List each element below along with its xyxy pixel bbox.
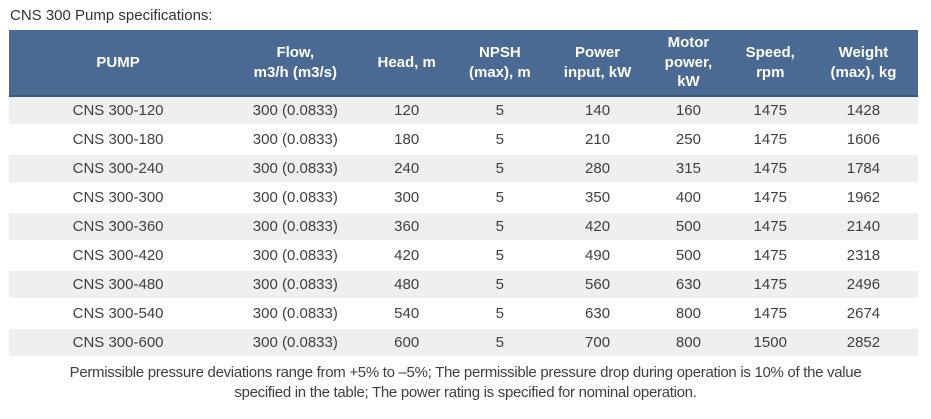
cell-head: 540 [363,298,450,328]
pump-spec-table: PUMP Flow, m3/h (m3/s) Head, m NPSH (max… [9,30,918,356]
cell-pump: CNS 300-240 [9,153,228,183]
cell-speed: 1475 [731,182,809,212]
column-header-weight: Weight (max), kg [808,30,918,97]
footnote: Permissible pressure deviations range fr… [0,363,931,403]
cell-speed: 1475 [731,153,809,183]
column-header-speed: Speed, rpm [731,30,809,97]
cell-npsh: 5 [449,211,550,241]
cell-head: 600 [363,327,450,356]
table-row: CNS 300-120 300 (0.0833) 120 5 140 160 1475 142… [9,95,918,125]
cell-head: 420 [363,240,450,270]
cell-weight: 2674 [808,298,918,328]
cell-pump: CNS 300-540 [9,298,228,328]
cell-npsh: 5 [449,327,550,356]
cell-npsh: 5 [449,124,550,154]
cell-flow: 300 (0.0833) [227,269,364,299]
cell-npsh: 5 [449,269,550,299]
cell-weight: 1428 [808,95,918,125]
cell-speed: 1475 [731,124,809,154]
table-row: CNS 300-600 300 (0.0833) 600 5 700 800 1500 285… [9,327,918,356]
cell-motor_power: 500 [645,240,732,270]
column-header-head: Head, m [363,30,450,97]
cell-power_input: 280 [549,153,646,183]
cell-head: 480 [363,269,450,299]
cell-pump: CNS 300-480 [9,269,228,299]
column-header-pump: PUMP [9,30,228,97]
cell-power_input: 700 [549,327,646,356]
cell-speed: 1475 [731,211,809,241]
table-row: CNS 300-180 300 (0.0833) 180 5 210 250 1475 160… [9,124,918,154]
table-header-row: PUMP Flow, m3/h (m3/s) Head, m NPSH (max… [9,30,918,97]
cell-npsh: 5 [449,298,550,328]
cell-speed: 1475 [731,240,809,270]
cell-motor_power: 800 [645,298,732,328]
table-row: CNS 300-420 300 (0.0833) 420 5 490 500 1475 231… [9,240,918,270]
cell-flow: 300 (0.0833) [227,240,364,270]
cell-weight: 1784 [808,153,918,183]
cell-head: 240 [363,153,450,183]
cell-motor_power: 500 [645,211,732,241]
table-row: CNS 300-240 300 (0.0833) 240 5 280 315 1475 178… [9,153,918,183]
cell-pump: CNS 300-180 [9,124,228,154]
table-row: CNS 300-540 300 (0.0833) 540 5 630 800 1475 267… [9,298,918,328]
column-header-power-input: Power input, kW [549,30,646,97]
cell-weight: 1606 [808,124,918,154]
page-title: CNS 300 Pump specifications: [10,7,213,24]
cell-speed: 1475 [731,298,809,328]
cell-weight: 2496 [808,269,918,299]
cell-power_input: 210 [549,124,646,154]
cell-motor_power: 800 [645,327,732,356]
cell-weight: 1962 [808,182,918,212]
cell-npsh: 5 [449,153,550,183]
cell-npsh: 5 [449,240,550,270]
table-body: CNS 300-120 300 (0.0833) 120 5 140 160 1475 142… [9,95,918,356]
cell-flow: 300 (0.0833) [227,182,364,212]
cell-power_input: 350 [549,182,646,212]
cell-motor_power: 400 [645,182,732,212]
cell-power_input: 630 [549,298,646,328]
cell-head: 180 [363,124,450,154]
cell-pump: CNS 300-300 [9,182,228,212]
cell-flow: 300 (0.0833) [227,124,364,154]
column-header-flow: Flow, m3/h (m3/s) [227,30,364,97]
table-row: CNS 300-480 300 (0.0833) 480 5 560 630 1475 249… [9,269,918,299]
cell-flow: 300 (0.0833) [227,298,364,328]
cell-motor_power: 315 [645,153,732,183]
cell-flow: 300 (0.0833) [227,153,364,183]
table-row: CNS 300-300 300 (0.0833) 300 5 350 400 1475 196… [9,182,918,212]
cell-weight: 2140 [808,211,918,241]
cell-pump: CNS 300-600 [9,327,228,356]
cell-flow: 300 (0.0833) [227,95,364,125]
cell-power_input: 490 [549,240,646,270]
cell-power_input: 140 [549,95,646,125]
cell-head: 300 [363,182,450,212]
cell-motor_power: 160 [645,95,732,125]
cell-weight: 2852 [808,327,918,356]
cell-head: 360 [363,211,450,241]
cell-power_input: 420 [549,211,646,241]
cell-speed: 1500 [731,327,809,356]
cell-pump: CNS 300-360 [9,211,228,241]
cell-speed: 1475 [731,95,809,125]
cell-power_input: 560 [549,269,646,299]
column-header-motor-power: Motor power, kW [645,30,732,97]
cell-motor_power: 630 [645,269,732,299]
footnote-line-2: specified in the table; The power rating… [234,384,697,401]
cell-npsh: 5 [449,95,550,125]
cell-pump: CNS 300-120 [9,95,228,125]
table-row: CNS 300-360 300 (0.0833) 360 5 420 500 1475 214… [9,211,918,241]
cell-weight: 2318 [808,240,918,270]
cell-motor_power: 250 [645,124,732,154]
cell-speed: 1475 [731,269,809,299]
table-header: PUMP Flow, m3/h (m3/s) Head, m NPSH (max… [9,30,918,97]
footnote-line-1: Permissible pressure deviations range fr… [69,364,862,381]
cell-npsh: 5 [449,182,550,212]
cell-flow: 300 (0.0833) [227,211,364,241]
cell-flow: 300 (0.0833) [227,327,364,356]
column-header-npsh: NPSH (max), m [449,30,550,97]
cell-head: 120 [363,95,450,125]
cell-pump: CNS 300-420 [9,240,228,270]
